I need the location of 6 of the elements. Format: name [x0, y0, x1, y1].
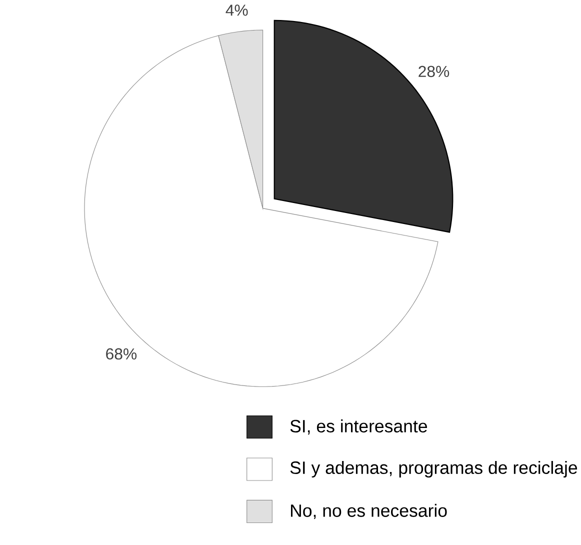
data-label: 28%: [418, 66, 450, 77]
legend-label: SI y ademas, programas de reciclaje: [290, 460, 578, 478]
legend-label: SI, es interesante: [290, 419, 428, 434]
data-label: 4%: [226, 4, 248, 16]
legend-label: No, no es necesario: [291, 504, 447, 519]
data-label: 68%: [106, 348, 137, 360]
